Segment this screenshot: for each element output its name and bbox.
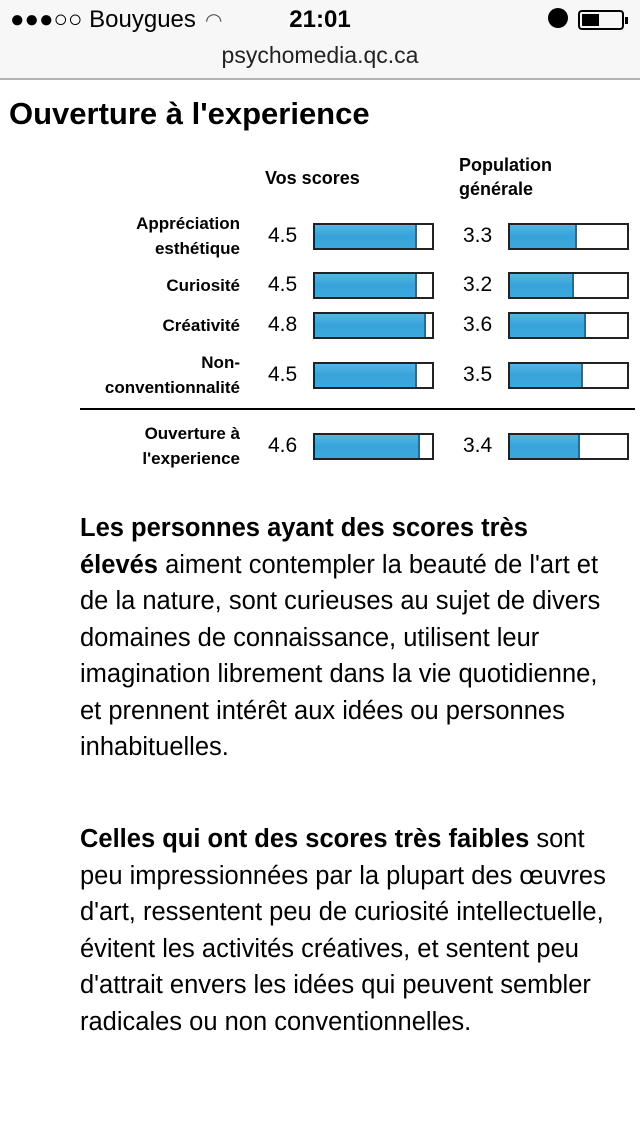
- row-label: Créativité: [162, 315, 240, 335]
- score-bar-fill: [315, 364, 418, 387]
- population-bar: [508, 223, 629, 250]
- population-bar-fill: [510, 435, 581, 458]
- population-bar-fill: [510, 274, 575, 297]
- score-bar: [313, 272, 434, 299]
- battery-icon: [578, 10, 628, 30]
- clock: 21:01: [289, 6, 351, 33]
- score-bar-fill: [315, 314, 427, 337]
- population-bar-fill: [510, 364, 584, 387]
- row-label: Non-conventionnalité: [104, 353, 240, 397]
- row-label: Appréciation esthétique: [136, 214, 240, 258]
- population-value: 3.6: [463, 313, 493, 336]
- score-value: 4.6: [268, 434, 298, 457]
- score-bar: [313, 362, 434, 389]
- population-bar: [508, 272, 629, 299]
- row-label: Ouverture à l'experience: [142, 424, 240, 468]
- score-bar: [313, 433, 434, 460]
- population-bar-fill: [510, 314, 587, 337]
- paragraph-high-bold: Les personnes ayant des scores très élev…: [80, 514, 528, 579]
- paragraph-high-text: aiment contempler la beauté de l'art et …: [80, 550, 601, 762]
- divider: [80, 408, 635, 410]
- paragraph-high: Les personnes ayant des scores très élev…: [80, 510, 610, 766]
- score-value: 4.8: [268, 313, 298, 336]
- header-population: Population générale: [459, 155, 552, 199]
- carrier-signal: ●●●○○ Bouygues: [10, 6, 196, 33]
- wifi-icon: ◠: [205, 10, 223, 32]
- population-value: 3.2: [463, 273, 493, 296]
- population-value: 3.5: [463, 363, 493, 386]
- score-bar-fill: [315, 225, 418, 248]
- score-bar: [313, 312, 434, 339]
- page-title: Ouverture à l'experience: [9, 96, 370, 131]
- score-value: 4.5: [268, 224, 298, 247]
- population-value: 3.4: [463, 434, 493, 457]
- population-bar-fill: [510, 225, 578, 248]
- score-value: 4.5: [268, 363, 298, 386]
- score-bar: [313, 223, 434, 250]
- population-bar: [508, 312, 629, 339]
- paragraph-low: Celles qui ont des scores très faibles s…: [80, 821, 610, 1040]
- alarm-icon: [548, 8, 568, 28]
- row-label: Curiosité: [166, 275, 240, 295]
- score-bar-fill: [315, 274, 418, 297]
- paragraph-low-bold: Celles qui ont des scores très faibles: [80, 825, 530, 853]
- population-bar: [508, 433, 629, 460]
- status-bar: ●●●○○ Bouygues ◠ 21:01 psychomedia.qc.ca: [0, 0, 640, 80]
- url-bar[interactable]: psychomedia.qc.ca: [221, 42, 419, 68]
- paragraph-low-text: sont peu impressionnées par la plupart d…: [80, 825, 606, 1036]
- score-bar-fill: [315, 435, 421, 458]
- header-vos-scores: Vos scores: [265, 168, 360, 188]
- score-value: 4.5: [268, 273, 298, 296]
- population-value: 3.3: [463, 224, 493, 247]
- population-bar: [508, 362, 629, 389]
